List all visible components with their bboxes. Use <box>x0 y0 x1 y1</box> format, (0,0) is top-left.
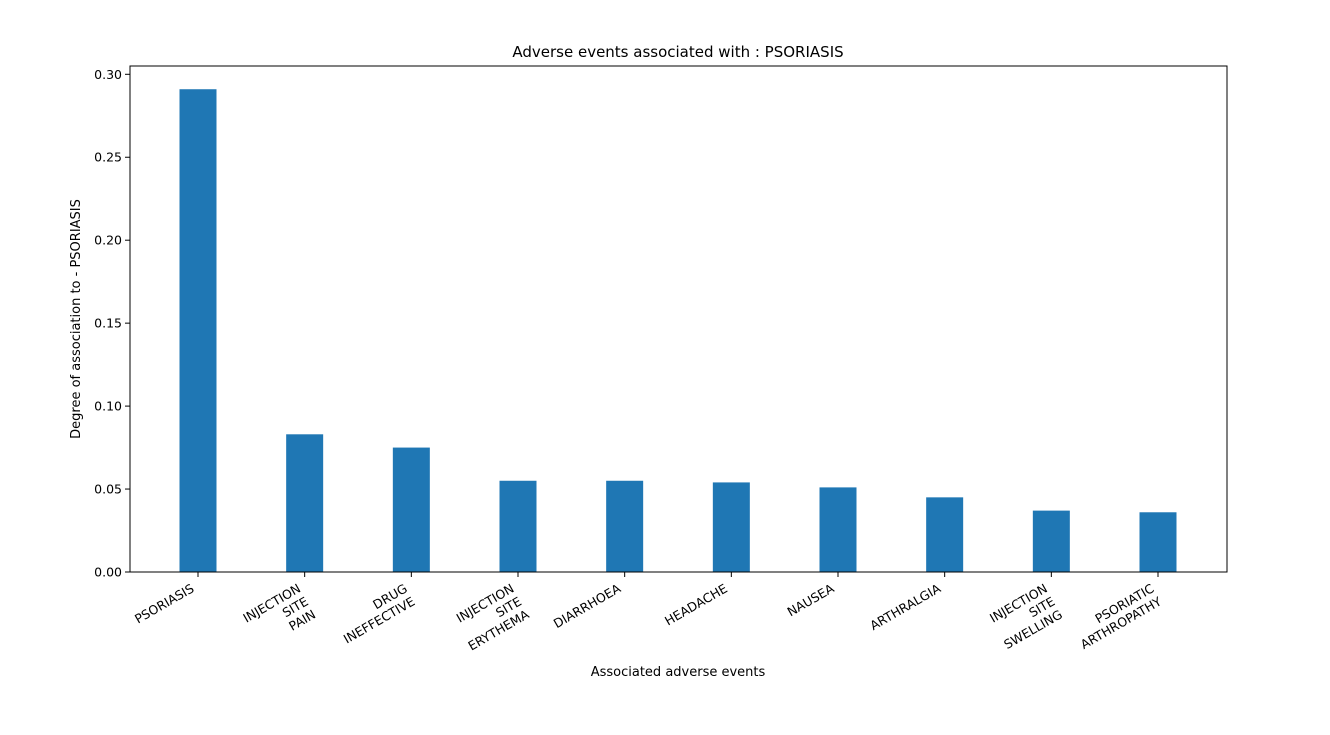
bar-6 <box>819 487 857 572</box>
y-tick-label-3: 0.15 <box>94 316 122 331</box>
y-tick-label-4: 0.20 <box>94 233 122 248</box>
y-axis-label: Degree of association to - PSORIASIS <box>69 199 84 439</box>
y-axis: 0.00 0.05 0.10 0.15 0.20 0.25 0.30 <box>94 67 130 580</box>
bar-0 <box>179 89 217 572</box>
y-tick-label-6: 0.30 <box>94 67 122 82</box>
y-tick-label-5: 0.25 <box>94 150 122 165</box>
bar-1 <box>286 434 324 572</box>
bar-3 <box>499 480 537 572</box>
bars-group <box>179 89 1177 572</box>
x-axis-label: Associated adverse events <box>591 665 766 680</box>
y-tick-label-1: 0.05 <box>94 482 122 497</box>
chart-title: Adverse events associated with : PSORIAS… <box>512 43 843 61</box>
bar-5 <box>712 482 750 572</box>
bar-4 <box>606 480 644 572</box>
bar-9 <box>1139 512 1177 572</box>
y-tick-label-0: 0.00 <box>94 565 122 580</box>
bar-8 <box>1032 510 1070 572</box>
plot-frame <box>129 65 1228 573</box>
bar-7 <box>926 497 964 572</box>
bar-2 <box>392 447 430 572</box>
y-tick-label-2: 0.10 <box>94 399 122 414</box>
